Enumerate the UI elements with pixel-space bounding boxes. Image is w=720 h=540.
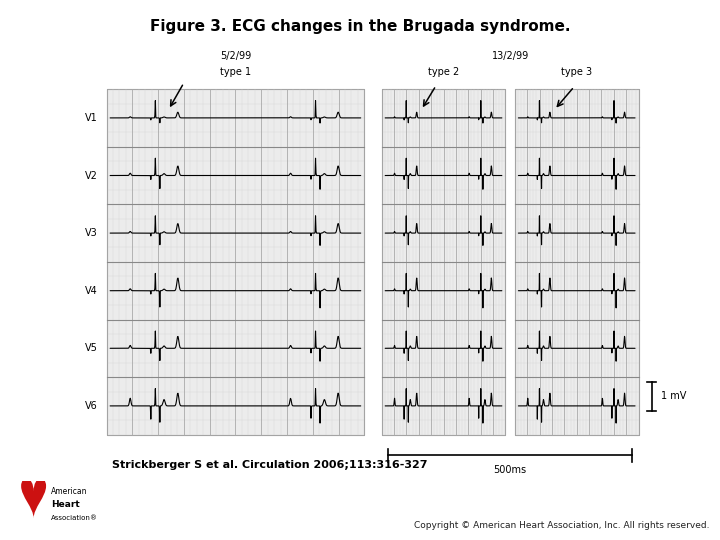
Text: Copyright © American Heart Association, Inc. All rights reserved.: Copyright © American Heart Association, … [414, 521, 709, 530]
Polygon shape [30, 462, 37, 478]
Text: V5: V5 [85, 343, 98, 353]
Text: V4: V4 [85, 286, 98, 296]
Bar [382, 89, 505, 435]
Text: V1: V1 [85, 113, 98, 123]
Text: type 2: type 2 [428, 67, 459, 77]
Text: 5/2/99: 5/2/99 [220, 51, 251, 61]
Text: type 1: type 1 [220, 67, 251, 77]
Bar [107, 89, 364, 435]
Text: type 3: type 3 [561, 67, 593, 77]
Text: American: American [50, 487, 87, 496]
Bar [515, 89, 639, 435]
Text: 500ms: 500ms [493, 465, 527, 475]
Text: Figure 3. ECG changes in the Brugada syndrome.: Figure 3. ECG changes in the Brugada syn… [150, 19, 570, 34]
Text: V6: V6 [85, 401, 98, 411]
Text: 13/2/99: 13/2/99 [492, 51, 528, 61]
Text: V2: V2 [85, 171, 98, 180]
Text: V3: V3 [85, 228, 98, 238]
PathPatch shape [21, 478, 46, 518]
Text: 1 mV: 1 mV [661, 392, 686, 401]
Text: Heart: Heart [50, 501, 79, 509]
Text: Strickberger S et al. Circulation 2006;113:316-327: Strickberger S et al. Circulation 2006;1… [112, 461, 427, 470]
Text: Association®: Association® [50, 515, 98, 522]
